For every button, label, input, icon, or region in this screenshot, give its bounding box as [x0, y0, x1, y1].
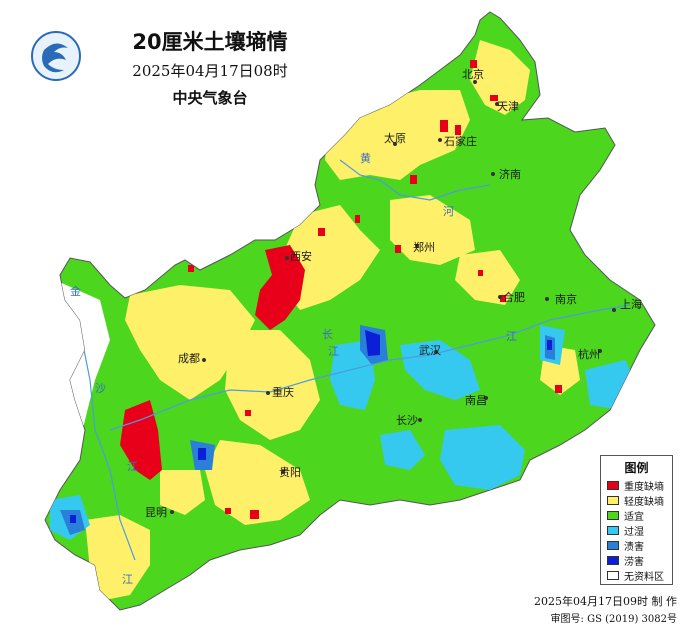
legend-label: 过湿: [624, 527, 644, 538]
heavy-drought-zones: [120, 60, 562, 519]
city-shijiazhuang: 石家庄: [438, 134, 477, 148]
city-xian: 西安: [285, 249, 312, 263]
river-label: 江: [506, 330, 517, 343]
city-label: 济南: [499, 167, 521, 181]
city-nanchang: 南昌: [465, 394, 488, 407]
river-label: 长: [322, 328, 333, 341]
production-time: 2025年04月17日09时 制 作: [534, 595, 677, 608]
legend-label: 涝害: [624, 557, 644, 568]
legend-label: 适宜: [624, 512, 644, 523]
legend-swatch: [607, 556, 619, 565]
river-label: 金: [70, 284, 81, 298]
city-chengdu: 成都: [178, 352, 206, 365]
river-label: 河: [443, 205, 454, 218]
city-label: 南昌: [465, 394, 487, 407]
city-label: 长沙: [396, 414, 418, 427]
legend-swatch: [607, 481, 619, 490]
legend-row: 重度缺墒: [607, 478, 672, 493]
legend-row: 过湿: [607, 523, 672, 538]
legend-swatch: [607, 541, 619, 550]
city-label: 郑州: [413, 240, 435, 254]
city-label: 成都: [178, 352, 200, 365]
city-label: 北京: [462, 67, 484, 81]
river-label: 江: [122, 573, 133, 586]
legend-label: 无资料区: [624, 572, 664, 583]
legend-row: 渍害: [607, 538, 672, 553]
city-guiyang: 贵阳: [279, 466, 301, 479]
legend-row: 轻度缺墒: [607, 493, 672, 508]
city-kunming: 昆明: [145, 506, 174, 519]
city-label: 天津: [497, 100, 519, 113]
city-chongqing: 重庆: [266, 385, 294, 399]
issuing-agency: 中央气象台: [172, 89, 248, 107]
city-changsha: 长沙: [396, 414, 422, 427]
legend: 图例 重度缺墒轻度缺墒适宜过湿渍害涝害无资料区: [600, 455, 673, 585]
city-label: 南京: [555, 292, 577, 306]
river-label: 沙: [95, 382, 106, 395]
river-label: 黄: [360, 151, 371, 165]
city-hangzhou: 杭州: [578, 347, 602, 361]
river-label: 江: [328, 345, 339, 358]
city-wuhan: 武汉: [419, 344, 441, 357]
river-labels: 黄 河 江 长 江 金 沙 江 江: [70, 151, 517, 586]
map-review-number: 审图号: GS (2019) 3082号: [550, 614, 677, 625]
map-title: 20厘米土壤墒情: [132, 30, 288, 54]
legend-row: 适宜: [607, 508, 672, 523]
legend-swatch: [607, 526, 619, 535]
legend-swatch: [607, 496, 619, 505]
city-label: 西安: [290, 249, 312, 263]
city-jinan: 济南: [491, 167, 521, 181]
legend-label: 重度缺墒: [624, 482, 664, 493]
legend-row: 涝害: [607, 553, 672, 568]
legend-title: 图例: [624, 461, 649, 475]
city-label: 石家庄: [444, 134, 477, 148]
city-label: 上海: [620, 297, 642, 311]
legend-label: 轻度缺墒: [624, 497, 664, 508]
city-shanghai: 上海: [612, 297, 642, 312]
city-beijing: 北京: [462, 67, 484, 84]
river-lines: [79, 159, 631, 561]
legend-swatch: [607, 511, 619, 520]
city-label: 合肥: [503, 290, 525, 304]
city-label: 杭州: [578, 347, 600, 361]
flood-zones: [70, 330, 552, 523]
city-zhengzhou: 郑州: [413, 240, 435, 254]
city-label: 重庆: [272, 385, 294, 399]
city-nanjing: 南京: [545, 292, 577, 306]
city-hefei: 合肥: [498, 290, 525, 304]
city-markers: 北京 天津 太原 石家庄 济南 郑州 西安 合肥 南京 上海 成都 武汉 杭州 …: [145, 67, 642, 519]
legend-label: 渍害: [624, 542, 644, 553]
map-timestamp: 2025年04月17日08时: [132, 62, 288, 80]
legend-swatch: [607, 571, 619, 580]
river-label: 江: [127, 460, 138, 473]
city-label: 太原: [384, 132, 406, 145]
legend-row: 无资料区: [607, 568, 672, 583]
city-taiyuan: 太原: [384, 132, 406, 146]
city-label: 武汉: [419, 344, 441, 357]
legend-items: 重度缺墒轻度缺墒适宜过湿渍害涝害无资料区: [601, 478, 672, 583]
city-label: 贵阳: [279, 466, 301, 479]
city-label: 昆明: [145, 506, 167, 519]
cma-logo: [31, 31, 81, 81]
city-tianjin: 天津: [495, 100, 519, 113]
